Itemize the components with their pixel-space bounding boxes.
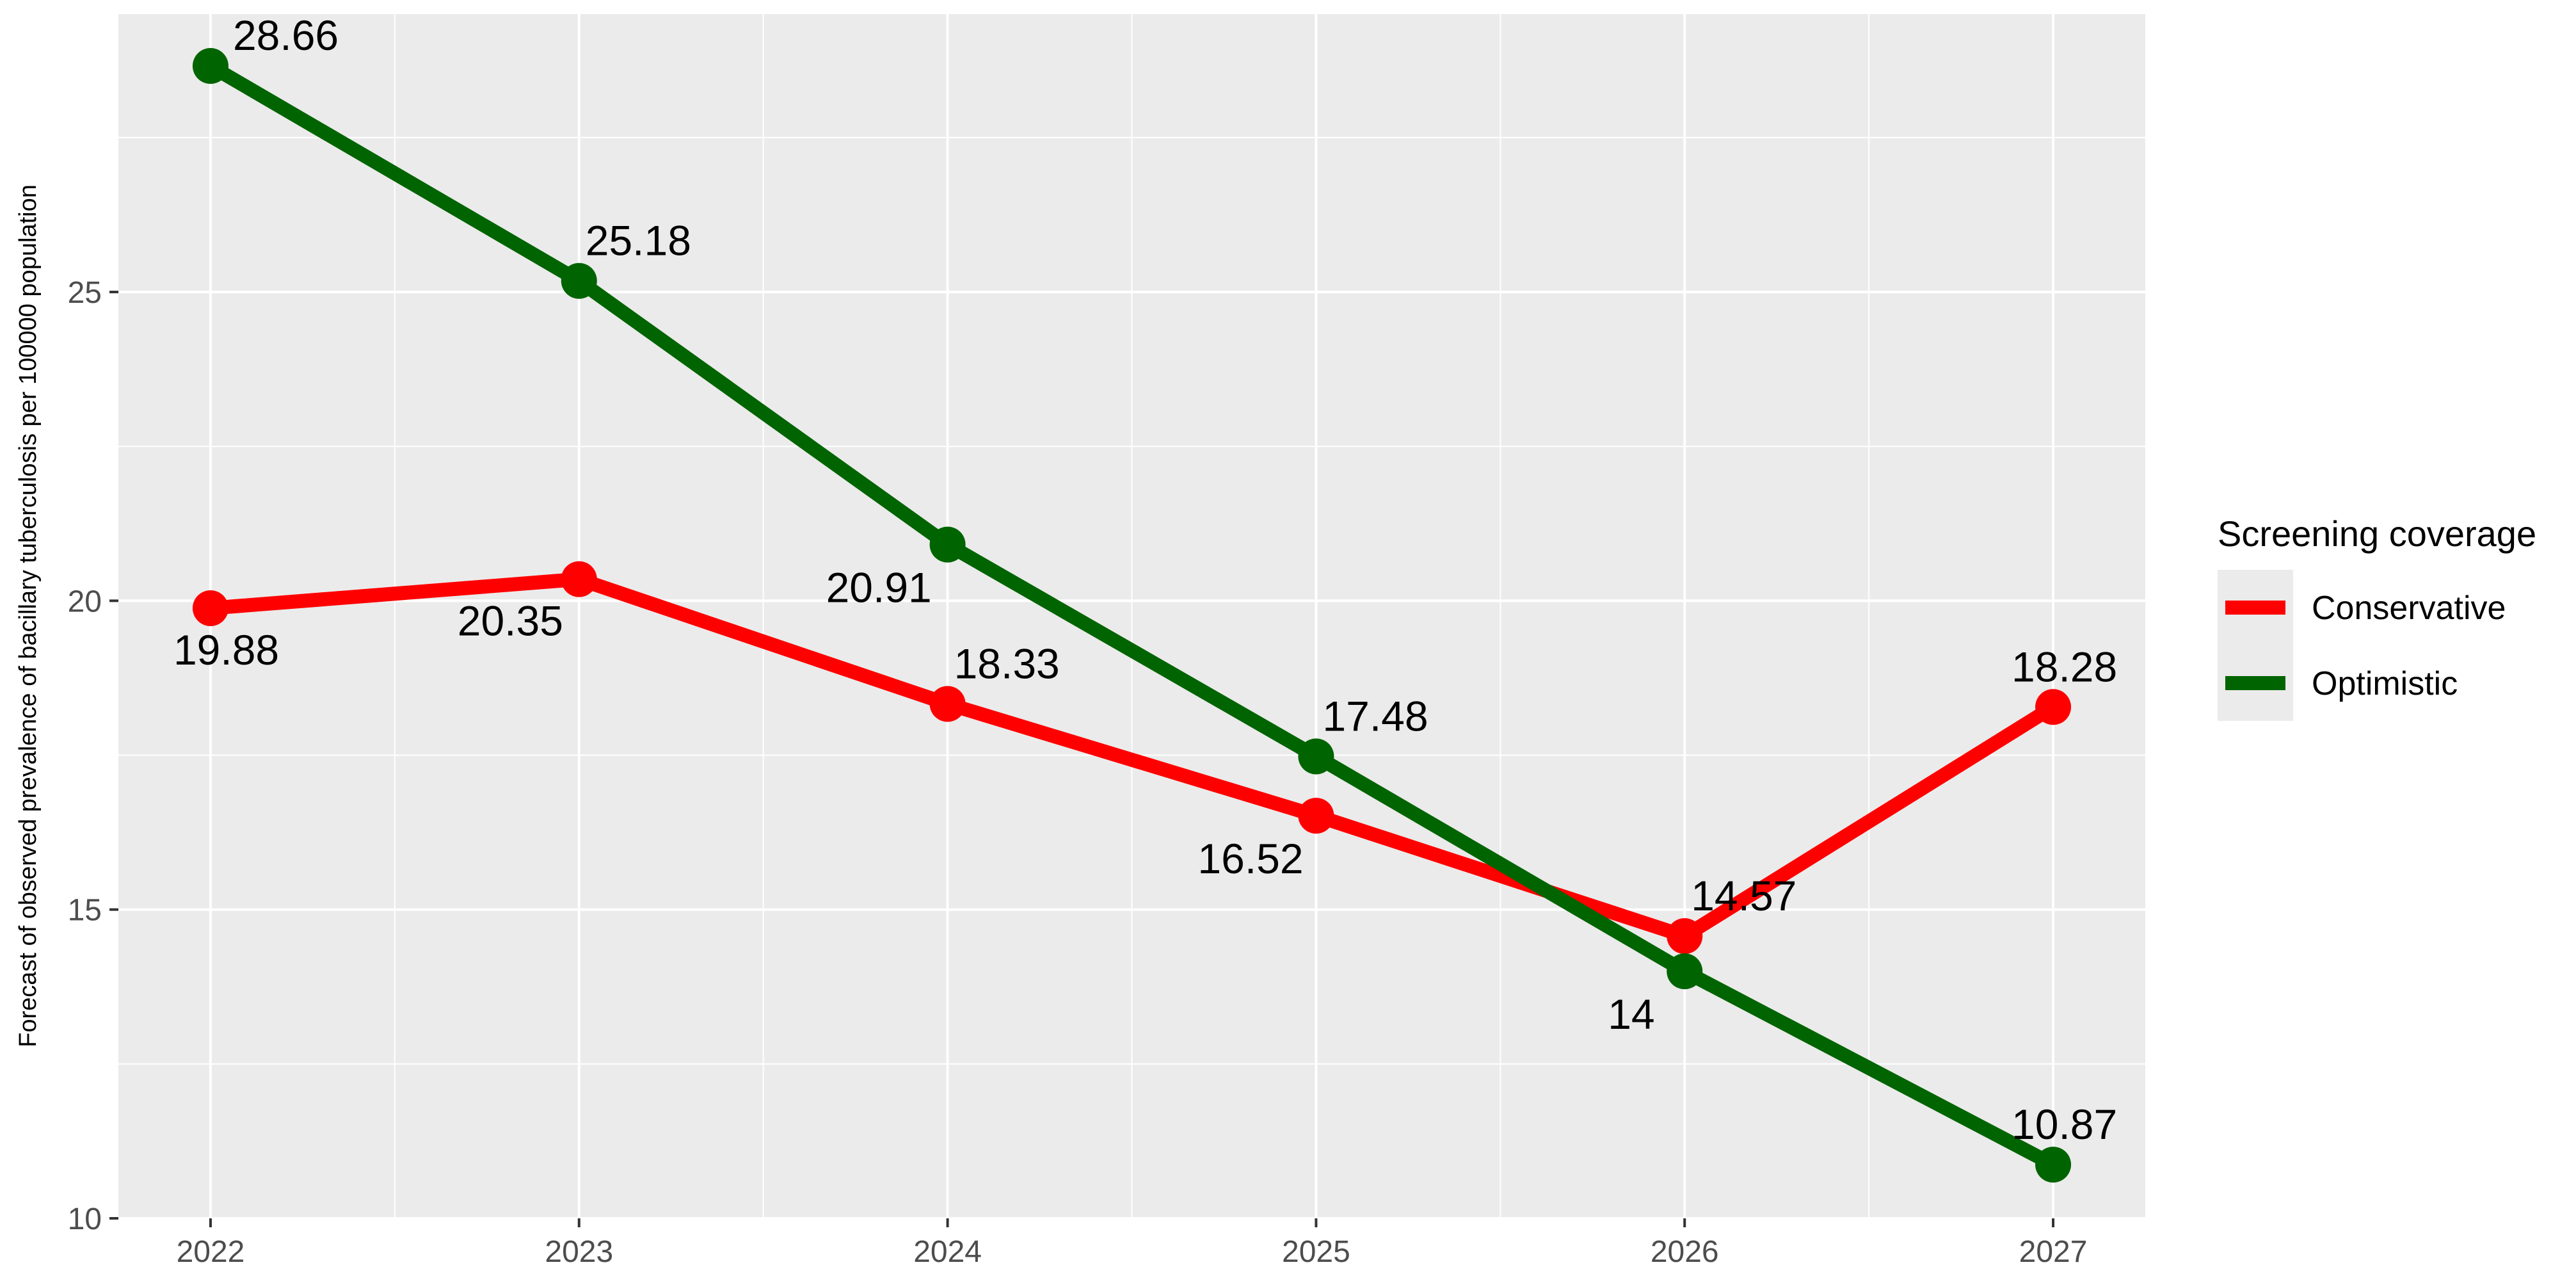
series-line-optimistic — [203, 59, 2061, 1172]
data-point-optimistic — [1298, 738, 1334, 775]
y-tick-label: 25 — [68, 276, 102, 310]
data-label-optimistic: 10.87 — [2012, 1101, 2117, 1148]
data-label-conservative: 19.88 — [173, 626, 279, 674]
data-point-optimistic — [929, 526, 966, 563]
series-points — [192, 48, 2072, 1183]
x-axis: 2022 2023 2024 2025 2026 2027 — [177, 1218, 2088, 1269]
x-tick-label: 2024 — [913, 1235, 982, 1269]
data-point-optimistic — [2035, 1147, 2072, 1183]
x-tick-label: 2027 — [2019, 1235, 2088, 1269]
data-label-conservative: 16.52 — [1197, 835, 1303, 882]
data-point-optimistic — [1667, 953, 1703, 990]
data-label-optimistic: 25.18 — [586, 217, 691, 264]
x-tick-label: 2022 — [177, 1235, 245, 1269]
data-label-conservative: 18.33 — [954, 640, 1060, 687]
data-label-conservative: 20.35 — [458, 597, 563, 645]
y-axis-title: Forecast of observed prevalence of bacil… — [15, 184, 42, 1047]
data-point-conservative — [1667, 918, 1703, 955]
data-label-optimistic: 28.66 — [233, 12, 339, 59]
x-tick-label: 2025 — [1282, 1235, 1350, 1269]
x-tick-label: 2026 — [1651, 1235, 1719, 1269]
data-point-optimistic — [561, 262, 597, 299]
legend: Screening coverage Conservative Optimisti… — [2218, 513, 2536, 721]
data-label-optimistic: 14 — [1608, 990, 1654, 1038]
y-tick-label: 10 — [68, 1202, 102, 1236]
data-label-conservative: 14.57 — [1691, 872, 1796, 919]
data-label-optimistic: 20.91 — [826, 564, 932, 611]
data-point-conservative — [2035, 689, 2072, 725]
legend-items: Conservative Optimistic — [2225, 590, 2506, 702]
legend-title: Screening coverage — [2218, 513, 2536, 554]
series-line-conservative — [203, 572, 2061, 944]
data-label-conservative: 18.28 — [2012, 643, 2117, 690]
y-tick-label: 15 — [68, 894, 102, 928]
data-label-optimistic: 17.48 — [1322, 692, 1428, 739]
y-axis: 10 15 20 25 — [68, 276, 118, 1236]
data-point-conservative — [1298, 798, 1334, 834]
legend-label-optimistic: Optimistic — [2312, 665, 2458, 702]
data-labels: 19.88 20.35 18.33 16.52 14.57 18.28 28.66 25.18… — [173, 12, 2117, 1148]
legend-key-background — [2218, 570, 2293, 721]
series-lines — [203, 59, 2061, 1172]
data-point-conservative — [561, 561, 597, 597]
legend-label-conservative: Conservative — [2312, 590, 2506, 627]
data-point-conservative — [929, 686, 966, 722]
grid-minor — [118, 14, 2145, 1218]
data-point-optimistic — [192, 48, 228, 85]
data-point-conservative — [192, 590, 228, 626]
y-tick-label: 20 — [68, 585, 102, 618]
x-tick-label: 2023 — [545, 1235, 613, 1269]
